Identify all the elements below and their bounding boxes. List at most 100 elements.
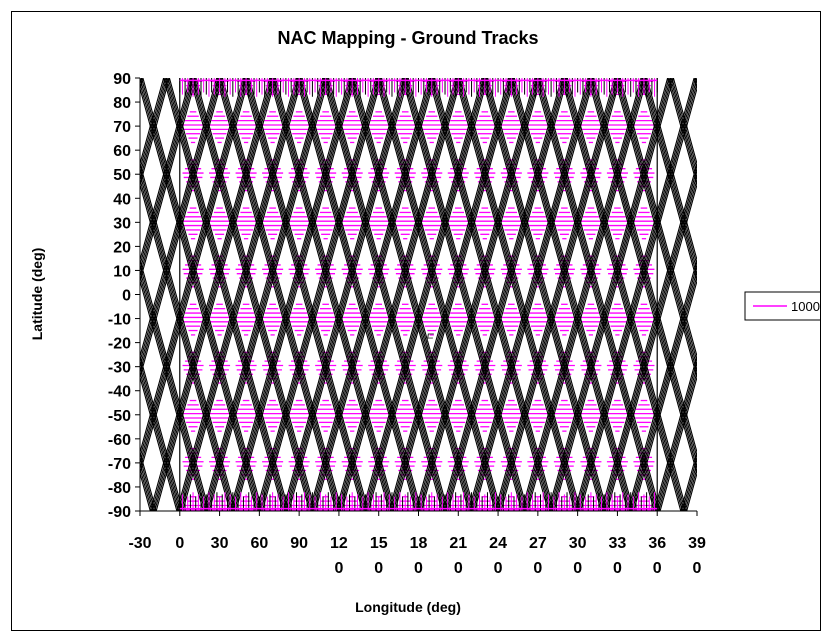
ground-track [191, 78, 312, 511]
ground-track [526, 78, 648, 511]
ground-track [140, 78, 246, 460]
ground-track [140, 161, 237, 511]
ground-track [12, 78, 18, 511]
legend: 1000 [744, 291, 820, 321]
ground-track [616, 78, 697, 369]
ground-track [140, 273, 206, 511]
ground-track [140, 172, 234, 511]
ground-track [322, 78, 443, 511]
ground-track [459, 78, 580, 511]
ground-track [460, 78, 582, 511]
x-tick-label: 36 [648, 535, 666, 552]
ground-track [553, 78, 674, 511]
ground-track [376, 78, 498, 511]
ground-track [255, 78, 377, 511]
ground-track [468, 78, 589, 511]
ground-track [180, 78, 302, 511]
ground-track [656, 364, 697, 511]
ground-track [630, 268, 697, 511]
y-tick-label: 40 [113, 191, 131, 208]
ground-track [338, 78, 459, 511]
y-tick-label: -90 [108, 504, 131, 521]
ground-track [204, 78, 325, 511]
track-annotation: F [426, 331, 434, 345]
ground-track [12, 78, 116, 511]
x-tick-label: 30 [569, 535, 587, 552]
ground-track [12, 78, 90, 511]
ground-track [562, 78, 683, 511]
x-axis-label: Longitude (deg) [355, 599, 461, 615]
ground-track [208, 78, 330, 511]
ground-track [325, 78, 446, 511]
x-tick-label: 27 [529, 535, 547, 552]
ground-track [613, 78, 697, 380]
ground-track [12, 78, 115, 511]
x-tick-label: 0 [334, 560, 343, 577]
ground-track [301, 78, 422, 511]
y-tick-label: 0 [122, 288, 131, 305]
ground-track [363, 78, 484, 511]
ground-track [521, 78, 642, 511]
ground-track [381, 78, 502, 511]
ground-track [640, 78, 697, 284]
x-tick-label: 0 [613, 560, 622, 577]
ground-track [631, 273, 697, 511]
ground-track [155, 78, 277, 511]
ground-track [311, 78, 433, 511]
ground-track [512, 78, 633, 511]
ground-track [285, 78, 406, 511]
ground-track [434, 78, 555, 511]
y-tick-label: -60 [108, 432, 131, 449]
ground-track [497, 78, 618, 511]
ground-track [658, 370, 697, 511]
ground-track [351, 78, 473, 511]
ground-track [524, 78, 645, 511]
ground-track [547, 78, 669, 511]
ground-track [272, 78, 393, 511]
ground-track [339, 78, 461, 511]
ground-track [389, 78, 511, 511]
ground-track [655, 359, 697, 511]
ground-track [404, 78, 526, 511]
ground-track [12, 78, 102, 511]
ground-track [590, 78, 697, 465]
y-axis-ticks: 90 80 70 60 50 40 30 20 10 0 -10 -20 -30 -40 -50 -60 -70… [108, 71, 140, 521]
chart-title: NAC Mapping - Ground Tracks [277, 28, 538, 48]
ground-track [288, 78, 409, 511]
ground-track [668, 78, 697, 182]
x-tick-label: 60 [250, 535, 268, 552]
ground-track [510, 78, 632, 511]
ground-track [140, 466, 153, 511]
ground-track [300, 78, 421, 511]
ground-track [593, 78, 697, 455]
ground-track [217, 78, 339, 511]
ground-track [364, 78, 486, 511]
ground-track-chart: NAC Mapping - Ground Tracks 90 80 70 60 50 40… [12, 28, 820, 615]
x-tick-label: 21 [449, 535, 467, 552]
ground-track [140, 257, 210, 511]
ground-track [140, 78, 244, 455]
ground-track [140, 262, 209, 511]
ground-track [140, 78, 249, 471]
x-tick-label: -30 [128, 535, 151, 552]
x-tick-label: 33 [609, 535, 627, 552]
ground-track [12, 78, 99, 511]
y-tick-label: 20 [113, 239, 131, 256]
ground-track [328, 78, 449, 511]
ground-track [140, 78, 219, 364]
ground-track [394, 78, 515, 511]
ground-track [193, 78, 315, 511]
y-tick-label: 50 [113, 167, 131, 184]
ground-track [257, 78, 378, 511]
ground-track [140, 166, 235, 511]
ground-track [671, 78, 697, 171]
ground-track [509, 78, 630, 511]
ground-track [603, 172, 697, 511]
ground-track [672, 78, 697, 166]
ground-track [140, 78, 221, 369]
ground-track [140, 78, 170, 187]
ground-track [205, 78, 327, 511]
ground-track [176, 78, 297, 511]
ground-track [485, 78, 607, 511]
ground-track [549, 78, 670, 511]
